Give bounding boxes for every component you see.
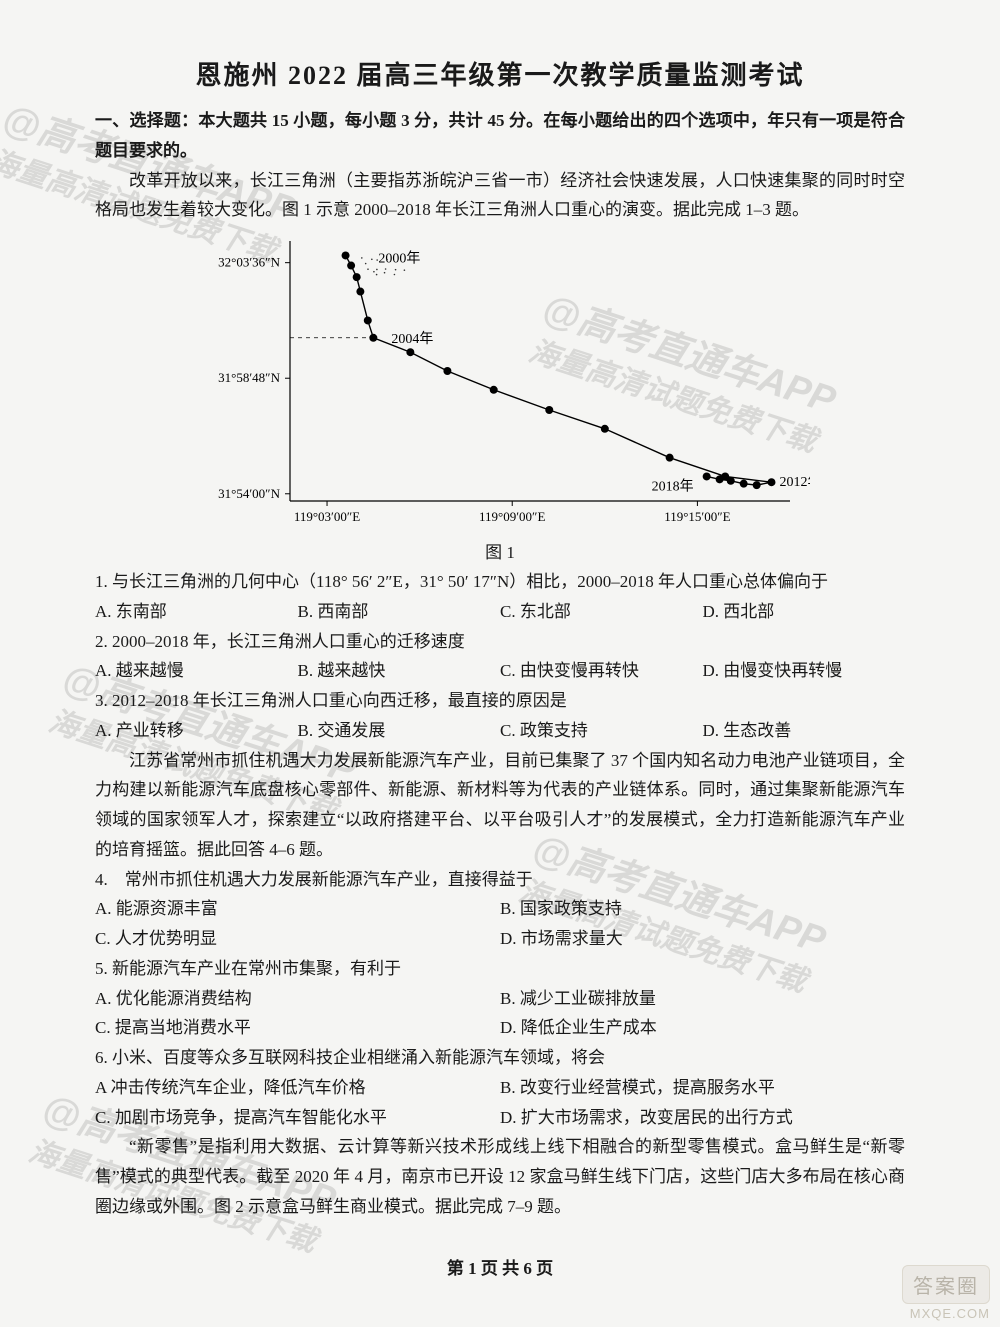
q1-stem: 1. 与长江三角洲的几何中心（118° 56′ 2″E，31° 50′ 17″N… xyxy=(95,567,905,597)
q2-opt-d: D. 由慢变快再转慢 xyxy=(703,656,906,686)
q6-stem: 6. 小米、百度等众多互联网科技企业相继涌入新能源汽车领域，将会 xyxy=(95,1043,905,1073)
svg-text:2018年: 2018年 xyxy=(652,478,694,494)
q1-options: A. 东南部 B. 西南部 C. 东北部 D. 西北部 xyxy=(95,597,905,627)
svg-text:32°03′36″N: 32°03′36″N xyxy=(218,255,280,270)
exam-page: 恩施州 2022 届高三年级第一次教学质量监测考试 一、选择题：本大题共 15 … xyxy=(0,0,1000,1262)
q3-opt-a: A. 产业转移 xyxy=(95,716,298,746)
q6-options-row2: C. 加剧市场竞争，提高汽车智能化水平 D. 扩大市场需求，改变居民的出行方式 xyxy=(95,1103,905,1133)
svg-text:2012年: 2012年 xyxy=(779,474,810,490)
q3-stem: 3. 2012–2018 年长江三角洲人口重心向西迁移，最直接的原因是 xyxy=(95,686,905,716)
figure-1-caption: 图 1 xyxy=(190,538,810,563)
q1-opt-b: B. 西南部 xyxy=(298,597,501,627)
q5-options-row2: C. 提高当地消费水平 D. 降低企业生产成本 xyxy=(95,1013,905,1043)
q5-opt-a: A. 优化能源消费结构 xyxy=(95,984,500,1014)
passage-3: “新零售”是指利用大数据、云计算等新兴技术形成线上线下相融合的新型零售模式。盒马… xyxy=(95,1132,905,1221)
page-title: 恩施州 2022 届高三年级第一次教学质量监测考试 xyxy=(95,55,905,92)
section-heading: 一、选择题：本大题共 15 小题，每小题 3 分，共计 45 分。在每小题给出的… xyxy=(95,106,905,166)
corner-logo-url: MXQE.COM xyxy=(902,1306,990,1321)
q2-stem: 2. 2000–2018 年，长江三角洲人口重心的迁移速度 xyxy=(95,627,905,657)
q5-opt-c: C. 提高当地消费水平 xyxy=(95,1013,500,1043)
q4-opt-c: C. 人才优势明显 xyxy=(95,924,500,954)
q1-opt-a: A. 东南部 xyxy=(95,597,298,627)
q6-options-row1: A 冲击传统汽车企业，降低汽车价格 B. 改变行业经营模式，提高服务水平 xyxy=(95,1073,905,1103)
q2-options: A. 越来越慢 B. 越来越快 C. 由快变慢再转快 D. 由慢变快再转慢 xyxy=(95,656,905,686)
svg-text:2004年: 2004年 xyxy=(391,331,433,347)
q4-stem: 4. 常州市抓住机遇大力发展新能源汽车产业，直接得益于 xyxy=(95,865,905,895)
svg-text:31°54′00″N: 31°54′00″N xyxy=(218,486,280,501)
q4-options-row2: C. 人才优势明显 D. 市场需求量大 xyxy=(95,924,905,954)
chart-1-svg: 32°03′36″N 31°58′48″N 31°54′00″N 119°03′00″… xyxy=(190,231,810,531)
passage-1: 改革开放以来，长江三角洲（主要指苏浙皖沪三省一市）经济社会快速发展，人口快速集聚… xyxy=(95,166,905,226)
q1-opt-d: D. 西北部 xyxy=(703,597,906,627)
q6-opt-d: D. 扩大市场需求，改变居民的出行方式 xyxy=(500,1103,905,1133)
q6-opt-b: B. 改变行业经营模式，提高服务水平 xyxy=(500,1073,905,1103)
q4-opt-d: D. 市场需求量大 xyxy=(500,924,905,954)
svg-text:119°15′00″E: 119°15′00″E xyxy=(664,509,730,524)
svg-text:119°09′00″E: 119°09′00″E xyxy=(479,509,545,524)
q4-opt-b: B. 国家政策支持 xyxy=(500,894,905,924)
q4-opt-a: A. 能源资源丰富 xyxy=(95,894,500,924)
q3-opt-d: D. 生态改善 xyxy=(703,716,906,746)
svg-text:119°03′00″E: 119°03′00″E xyxy=(294,509,360,524)
q2-opt-b: B. 越来越快 xyxy=(298,656,501,686)
q1-opt-c: C. 东北部 xyxy=(500,597,703,627)
passage-2: 江苏省常州市抓住机遇大力发展新能源汽车产业，目前已集聚了 37 个国内知名动力电… xyxy=(95,746,905,865)
q2-opt-a: A. 越来越慢 xyxy=(95,656,298,686)
q2-opt-c: C. 由快变慢再转快 xyxy=(500,656,703,686)
q6-opt-c: C. 加剧市场竞争，提高汽车智能化水平 xyxy=(95,1103,500,1133)
q3-options: A. 产业转移 B. 交通发展 C. 政策支持 D. 生态改善 xyxy=(95,716,905,746)
q5-opt-d: D. 降低企业生产成本 xyxy=(500,1013,905,1043)
q5-opt-b: B. 减少工业碳排放量 xyxy=(500,984,905,1014)
svg-text:2000年: 2000年 xyxy=(378,251,420,267)
q3-opt-c: C. 政策支持 xyxy=(500,716,703,746)
corner-logo-text: 答案圈 xyxy=(902,1265,990,1304)
q5-options-row1: A. 优化能源消费结构 B. 减少工业碳排放量 xyxy=(95,984,905,1014)
q3-opt-b: B. 交通发展 xyxy=(298,716,501,746)
corner-logo: 答案圈 MXQE.COM xyxy=(902,1265,990,1321)
svg-text:31°58′48″N: 31°58′48″N xyxy=(218,370,280,385)
q4-options-row1: A. 能源资源丰富 B. 国家政策支持 xyxy=(95,894,905,924)
q5-stem: 5. 新能源汽车产业在常州市集聚，有利于 xyxy=(95,954,905,984)
figure-1: 32°03′36″N 31°58′48″N 31°54′00″N 119°03′00″… xyxy=(190,231,810,563)
q6-opt-a: A 冲击传统汽车企业，降低汽车价格 xyxy=(95,1073,500,1103)
